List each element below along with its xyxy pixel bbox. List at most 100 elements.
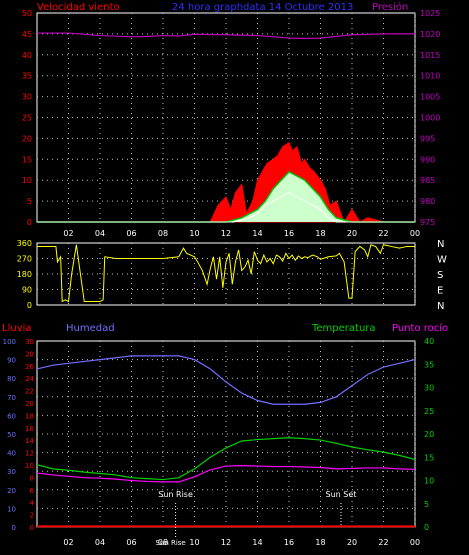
y-tick-label: 90 bbox=[22, 286, 32, 295]
wind-speed-label: Velocidad viento bbox=[37, 2, 120, 13]
y-right-tick-label: 1025 bbox=[420, 9, 440, 18]
direction-letter: N bbox=[437, 239, 444, 250]
humidity-label: Humedad bbox=[66, 323, 115, 334]
x-tick-label: 10 bbox=[189, 229, 199, 238]
temperature-tick-label: 0 bbox=[424, 523, 429, 532]
x-tick-label: 06 bbox=[126, 229, 136, 238]
rain-tick-label: 16 bbox=[25, 425, 34, 433]
chart-title: 24 hora graphdata 14 Octubre 2013 bbox=[172, 2, 353, 13]
y-right-tick-label: 1005 bbox=[420, 93, 440, 102]
humidity-tick-label: 50 bbox=[7, 431, 16, 439]
y-tick-label: 0 bbox=[27, 301, 32, 310]
direction-letter: E bbox=[437, 286, 443, 297]
rain-tick-label: 14 bbox=[25, 437, 34, 445]
rain-tick-label: 30 bbox=[25, 338, 34, 346]
temperature-tick-label: 30 bbox=[424, 384, 434, 393]
humidity-temperature-chart: 0102030405060708090100024681012141618202… bbox=[3, 337, 435, 547]
x-tick-label: 04 bbox=[95, 538, 105, 547]
temperature-tick-label: 15 bbox=[424, 453, 434, 462]
y-right-tick-label: 1020 bbox=[420, 30, 440, 39]
rain-tick-label: 24 bbox=[25, 375, 34, 383]
humidity-tick-label: 90 bbox=[7, 357, 16, 365]
y-left-tick-label: 0 bbox=[27, 218, 32, 227]
y-left-tick-label: 20 bbox=[22, 134, 32, 143]
x-tick-label: 10 bbox=[189, 538, 199, 547]
y-right-tick-label: 990 bbox=[420, 155, 435, 164]
y-right-tick-label: 1015 bbox=[420, 51, 440, 60]
pressure-series bbox=[37, 32, 415, 40]
direction-letter: S bbox=[437, 270, 443, 281]
temperature-tick-label: 40 bbox=[424, 337, 434, 346]
y-left-tick-label: 5 bbox=[27, 197, 32, 206]
wind-average-series bbox=[37, 170, 415, 223]
y-left-tick-label: 50 bbox=[22, 9, 32, 18]
x-tick-label: 16 bbox=[284, 538, 294, 547]
x-tick-label: 00 bbox=[410, 229, 420, 238]
x-tick-label: 08 bbox=[158, 229, 168, 238]
rain-label: Lluvia bbox=[2, 323, 32, 334]
temperature-tick-label: 20 bbox=[424, 430, 434, 439]
rain-tick-label: 8 bbox=[30, 474, 34, 482]
wind-speed-series bbox=[37, 141, 415, 224]
humidity-series bbox=[36, 355, 416, 405]
humidity-tick-label: 20 bbox=[7, 487, 16, 495]
y-left-tick-label: 40 bbox=[22, 51, 32, 60]
humidity-tick-label: 70 bbox=[7, 394, 16, 402]
rain-tick-label: 26 bbox=[25, 363, 34, 371]
plot-frame bbox=[36, 340, 416, 528]
y-left-tick-label: 35 bbox=[22, 72, 32, 81]
x-tick-label: 14 bbox=[252, 229, 262, 238]
temperature-tick-label: 10 bbox=[424, 477, 434, 486]
temperature-label: Temperatura bbox=[311, 323, 376, 334]
wind-direction-series bbox=[37, 244, 415, 303]
x-tick-label: 12 bbox=[221, 538, 231, 547]
rain-tick-label: 12 bbox=[25, 450, 34, 458]
rain-tick-label: 6 bbox=[30, 487, 35, 495]
sunrise-tick-label: Sun Rise bbox=[155, 539, 185, 547]
x-tick-label: 22 bbox=[378, 229, 388, 238]
rain-tick-label: 28 bbox=[25, 350, 34, 358]
rain-tick-label: 0 bbox=[30, 524, 34, 532]
x-tick-label: 18 bbox=[315, 229, 325, 238]
x-tick-label: 02 bbox=[63, 538, 73, 547]
x-tick-label: 16 bbox=[284, 229, 294, 238]
x-tick-label: 02 bbox=[63, 229, 73, 238]
humidity-tick-label: 60 bbox=[7, 412, 16, 420]
rain-tick-label: 18 bbox=[25, 412, 34, 420]
plot-frame bbox=[36, 12, 416, 223]
rain-tick-label: 20 bbox=[25, 400, 34, 408]
humidity-tick-label: 80 bbox=[7, 375, 16, 383]
humidity-tick-label: 100 bbox=[3, 338, 16, 346]
rain-tick-label: 22 bbox=[25, 388, 34, 396]
humidity-tick-label: 40 bbox=[7, 450, 16, 458]
x-tick-label: 12 bbox=[221, 229, 231, 238]
x-tick-label: 08 bbox=[158, 538, 168, 547]
y-right-tick-label: 995 bbox=[420, 134, 435, 143]
wind-pressure-chart: 0510152025303540455097598098599099510001… bbox=[22, 9, 441, 238]
x-tick-label: 04 bbox=[95, 229, 105, 238]
dewpoint-label: Punto rocío bbox=[392, 322, 448, 334]
y-right-tick-label: 975 bbox=[420, 218, 435, 227]
y-left-tick-label: 45 bbox=[22, 30, 32, 39]
rain-tick-label: 10 bbox=[25, 462, 34, 470]
direction-letter: W bbox=[437, 255, 447, 266]
x-tick-label: 18 bbox=[315, 538, 325, 547]
x-tick-label: 06 bbox=[126, 538, 136, 547]
y-tick-label: 180 bbox=[17, 270, 32, 279]
y-right-tick-label: 980 bbox=[420, 197, 435, 206]
y-tick-label: 360 bbox=[17, 239, 32, 248]
y-left-tick-label: 10 bbox=[22, 176, 32, 185]
x-tick-label: 20 bbox=[347, 538, 357, 547]
humidity-tick-label: 30 bbox=[7, 468, 16, 476]
sunset-label: Sun Set bbox=[326, 490, 357, 499]
temperature-series bbox=[36, 437, 416, 481]
y-right-tick-label: 1000 bbox=[420, 114, 440, 123]
x-tick-label: 20 bbox=[347, 229, 357, 238]
sunrise-label: Sun Rise bbox=[158, 490, 193, 499]
rain-tick-label: 2 bbox=[30, 512, 34, 520]
direction-letter: N bbox=[437, 301, 444, 312]
temperature-tick-label: 5 bbox=[424, 500, 429, 509]
y-left-tick-label: 15 bbox=[22, 155, 32, 164]
